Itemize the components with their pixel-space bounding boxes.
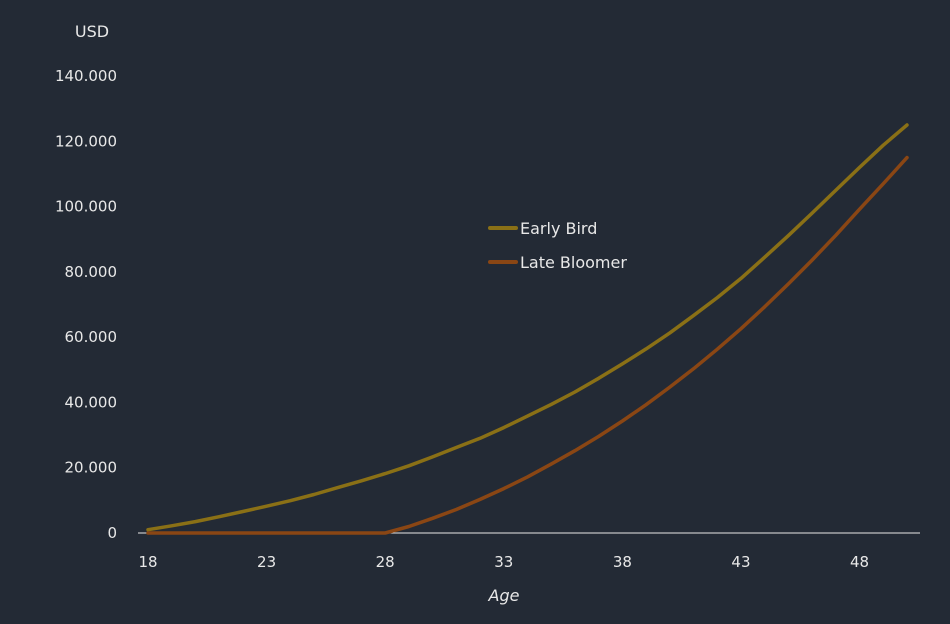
y-axis-unit-label: USD <box>75 22 109 41</box>
y-tick-label: 100.000 <box>55 198 117 216</box>
y-tick-label: 140.000 <box>55 67 117 85</box>
x-tick-label: 28 <box>376 553 395 571</box>
x-tick-label: 33 <box>494 553 513 571</box>
legend-label: Early Bird <box>520 219 597 238</box>
y-tick-label: 60.000 <box>65 328 118 346</box>
legend-label: Late Bloomer <box>520 253 627 272</box>
y-tick-label: 0 <box>107 524 117 542</box>
y-tick-label: 80.000 <box>65 263 118 281</box>
x-axis-title: Age <box>488 586 520 605</box>
x-tick-label: 18 <box>138 553 157 571</box>
series-lines <box>146 123 909 535</box>
x-tick-label: 48 <box>850 553 869 571</box>
x-tick-label: 23 <box>257 553 276 571</box>
y-tick-label: 120.000 <box>55 132 117 150</box>
legend: Early Bird Late Bloomer <box>488 219 627 272</box>
x-tick-label: 38 <box>613 553 632 571</box>
y-tick-label: 20.000 <box>65 459 118 477</box>
y-axis-tick-labels: 0 20.000 40.000 60.000 80.000 100.000 120.000 1… <box>55 67 117 542</box>
series-line-early-bird <box>146 123 909 532</box>
y-tick-label: 40.000 <box>65 393 118 411</box>
series-line-late-bloomer <box>146 155 909 535</box>
x-tick-label: 43 <box>731 553 750 571</box>
x-axis-tick-labels: 18 23 28 33 38 43 48 <box>138 553 869 571</box>
